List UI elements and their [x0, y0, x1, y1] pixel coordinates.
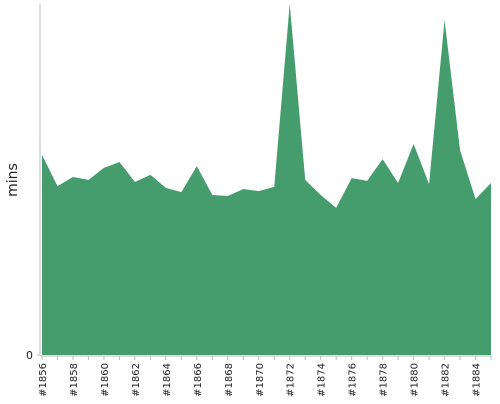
area — [42, 4, 491, 355]
x-tick-label: #1860 — [100, 363, 111, 397]
x-tick-label: #1882 — [441, 363, 452, 397]
x-tick-label: #1858 — [69, 363, 80, 397]
x-tick-label: #1878 — [379, 363, 390, 397]
x-tick-label: #1862 — [131, 363, 142, 397]
x-tick-label: #1864 — [162, 363, 173, 397]
x-tick-label: #1874 — [317, 363, 328, 397]
x-tick-label: #1876 — [348, 363, 359, 397]
x-tick-label: #1866 — [193, 363, 204, 397]
x-tick-label: #1856 — [38, 363, 49, 397]
x-tick-label: #1868 — [224, 363, 235, 397]
x-tick-label: #1870 — [255, 363, 266, 397]
y-tick-label: 0 — [26, 349, 33, 362]
x-tick-label: #1884 — [472, 363, 483, 397]
x-tick-label: #1872 — [286, 363, 297, 397]
x-tick-label: #1880 — [410, 363, 421, 397]
y-axis-label: mins — [5, 163, 21, 197]
